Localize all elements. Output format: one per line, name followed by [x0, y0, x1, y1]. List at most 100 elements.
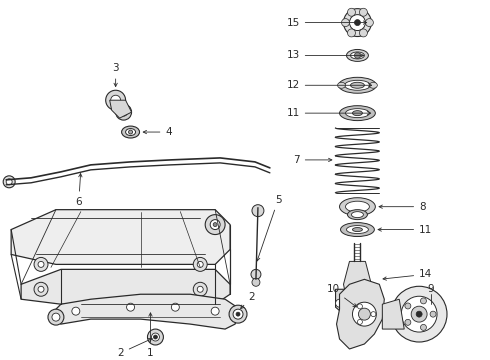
Circle shape — [48, 309, 64, 325]
Circle shape — [347, 29, 355, 37]
Circle shape — [172, 303, 179, 311]
Circle shape — [420, 324, 426, 330]
Circle shape — [354, 53, 361, 58]
Circle shape — [205, 215, 225, 234]
Circle shape — [197, 286, 203, 292]
Circle shape — [349, 15, 366, 31]
Circle shape — [354, 19, 361, 26]
Circle shape — [38, 286, 44, 292]
Text: 15: 15 — [287, 18, 367, 28]
Circle shape — [116, 104, 131, 120]
Ellipse shape — [128, 130, 133, 134]
Circle shape — [236, 312, 240, 316]
Text: 5: 5 — [257, 195, 281, 261]
Text: 8: 8 — [379, 202, 426, 212]
Circle shape — [430, 311, 436, 317]
Circle shape — [342, 19, 349, 27]
Circle shape — [38, 261, 44, 267]
Ellipse shape — [340, 198, 375, 216]
Circle shape — [352, 302, 376, 326]
Ellipse shape — [338, 82, 345, 88]
Circle shape — [252, 205, 264, 217]
Circle shape — [405, 303, 411, 309]
Circle shape — [126, 303, 135, 311]
Ellipse shape — [350, 82, 365, 88]
Ellipse shape — [345, 109, 369, 118]
Circle shape — [147, 329, 163, 345]
Circle shape — [366, 19, 373, 27]
Polygon shape — [337, 279, 384, 349]
Circle shape — [360, 8, 368, 16]
Polygon shape — [382, 299, 404, 329]
Ellipse shape — [352, 111, 363, 116]
Circle shape — [151, 333, 159, 341]
Circle shape — [210, 220, 220, 230]
Circle shape — [411, 306, 427, 322]
Circle shape — [229, 305, 247, 323]
Text: 2: 2 — [117, 338, 152, 358]
Ellipse shape — [347, 210, 368, 220]
Text: 6: 6 — [75, 174, 82, 207]
Circle shape — [106, 90, 125, 110]
Text: 10: 10 — [326, 284, 356, 307]
Circle shape — [233, 309, 243, 319]
Circle shape — [252, 278, 260, 286]
Ellipse shape — [350, 52, 365, 59]
Circle shape — [111, 95, 121, 105]
Text: 1: 1 — [147, 313, 154, 358]
Text: 14: 14 — [383, 269, 432, 280]
Text: 3: 3 — [112, 63, 119, 86]
Circle shape — [371, 312, 376, 317]
Circle shape — [52, 313, 60, 321]
Circle shape — [371, 299, 379, 307]
Polygon shape — [336, 289, 379, 313]
Circle shape — [401, 296, 437, 332]
Polygon shape — [343, 261, 371, 294]
Circle shape — [197, 261, 203, 267]
Circle shape — [120, 108, 127, 116]
Circle shape — [416, 311, 422, 317]
Circle shape — [357, 319, 363, 324]
Polygon shape — [51, 294, 240, 329]
Text: 9: 9 — [428, 284, 435, 294]
Polygon shape — [110, 100, 131, 118]
Text: 13: 13 — [287, 50, 364, 60]
Circle shape — [420, 298, 426, 304]
Ellipse shape — [351, 212, 364, 218]
Circle shape — [360, 29, 368, 37]
Text: 11: 11 — [287, 108, 370, 118]
Ellipse shape — [346, 49, 368, 62]
Polygon shape — [11, 210, 230, 264]
Ellipse shape — [369, 82, 377, 88]
Circle shape — [34, 257, 48, 271]
Circle shape — [3, 176, 15, 188]
Circle shape — [405, 319, 411, 325]
Text: 2: 2 — [241, 292, 255, 309]
Circle shape — [34, 282, 48, 296]
Circle shape — [343, 9, 371, 36]
Polygon shape — [21, 269, 230, 304]
Circle shape — [359, 308, 370, 320]
Circle shape — [251, 269, 261, 279]
Circle shape — [211, 307, 219, 315]
Circle shape — [392, 286, 447, 342]
Ellipse shape — [352, 228, 363, 231]
Circle shape — [193, 282, 207, 296]
Text: 7: 7 — [293, 155, 332, 165]
Ellipse shape — [345, 201, 369, 212]
Text: 11: 11 — [378, 225, 432, 235]
Circle shape — [6, 179, 12, 185]
Ellipse shape — [341, 222, 374, 237]
Ellipse shape — [125, 129, 136, 135]
Ellipse shape — [122, 126, 140, 138]
Ellipse shape — [340, 106, 375, 121]
Circle shape — [153, 335, 157, 339]
Ellipse shape — [344, 80, 370, 90]
Circle shape — [213, 222, 217, 226]
Ellipse shape — [346, 226, 368, 234]
Text: 4: 4 — [143, 127, 172, 137]
Circle shape — [72, 307, 80, 315]
Text: 12: 12 — [287, 80, 371, 90]
Circle shape — [193, 257, 207, 271]
Ellipse shape — [339, 77, 376, 93]
